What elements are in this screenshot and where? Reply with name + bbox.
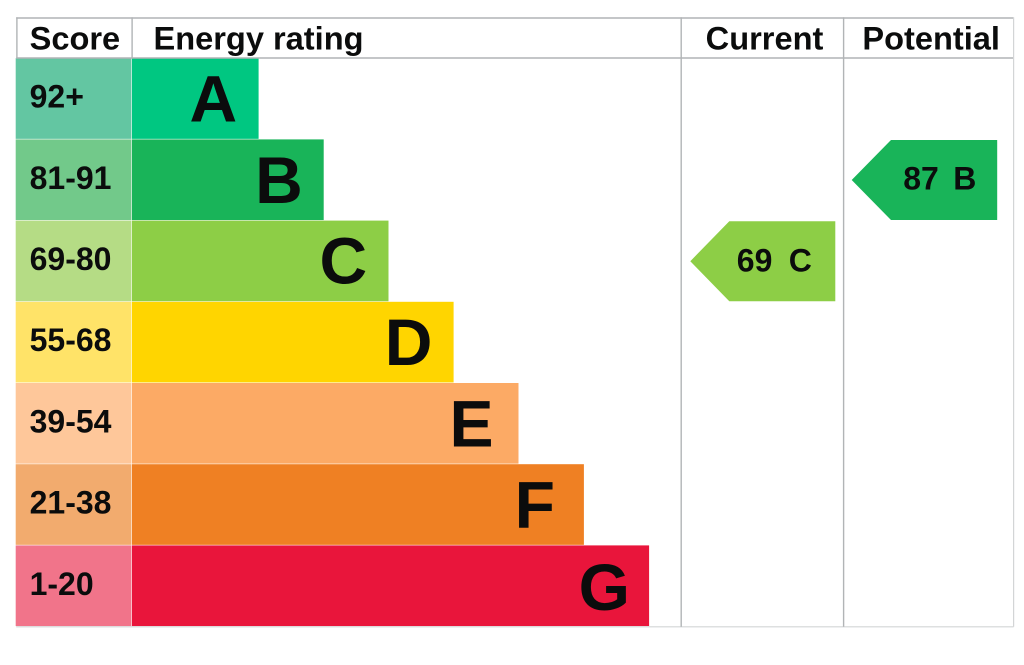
svg-text:B: B [255, 143, 303, 217]
svg-text:A: A [189, 62, 237, 136]
svg-text:Energy rating: Energy rating [154, 19, 364, 56]
svg-text:39-54: 39-54 [30, 403, 112, 439]
svg-text:D: D [385, 305, 433, 379]
svg-text:C: C [319, 223, 367, 297]
svg-text:G: G [579, 550, 630, 624]
svg-text:21-38: 21-38 [30, 485, 112, 521]
svg-text:F: F [515, 468, 555, 542]
svg-text:92+: 92+ [30, 79, 84, 115]
svg-text:81-91: 81-91 [30, 160, 112, 196]
svg-text:E: E [449, 387, 493, 461]
svg-text:69-80: 69-80 [30, 241, 112, 277]
svg-text:Potential: Potential [862, 19, 1000, 56]
svg-text:69: 69 [737, 243, 773, 279]
svg-text:Current: Current [706, 19, 824, 56]
svg-text:87: 87 [903, 161, 939, 197]
svg-text:C: C [789, 243, 812, 279]
svg-text:Score: Score [30, 19, 121, 56]
svg-text:55-68: 55-68 [30, 322, 112, 358]
svg-text:B: B [953, 161, 976, 197]
svg-text:1-20: 1-20 [30, 566, 94, 602]
